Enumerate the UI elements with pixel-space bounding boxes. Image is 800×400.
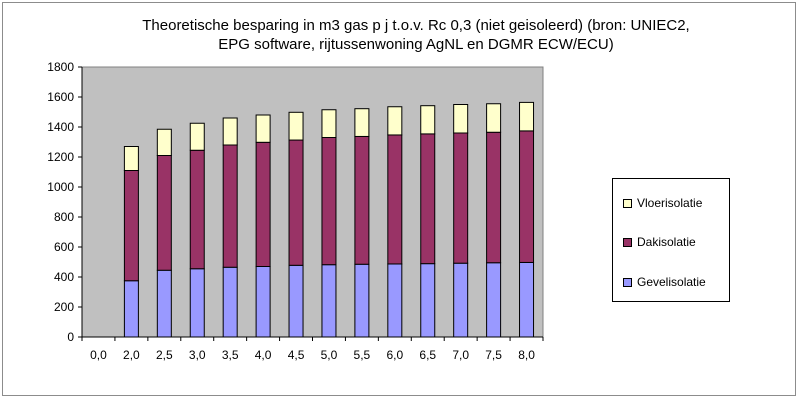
y-tick-label: 600 [54,240,74,254]
x-tick-label: 3,5 [222,348,239,362]
bar-segment-vloerisolatie [288,111,304,141]
x-tick-label: 7,0 [452,348,469,362]
chart-frame [2,2,796,396]
bar-segment-dakisolatie [354,135,370,265]
y-tick-label: 1200 [47,150,74,164]
legend-label-gevelisolatie: Gevelisolatie [637,275,706,289]
bar-segment-gevelisolatie [387,263,403,338]
bar-segment-dakisolatie [387,134,403,265]
legend-swatch-dakisolatie [623,237,632,247]
bar-segment-dakisolatie [288,139,304,266]
bar-segment-vloerisolatie [189,122,205,151]
bar-segment-gevelisolatie [255,266,271,338]
x-tick-label: 2,0 [123,348,140,362]
legend-label-dakisolatie: Dakisolatie [637,235,696,249]
bar-segment-gevelisolatie [519,261,535,338]
bar-segment-vloerisolatie [255,114,271,143]
bar-segment-vloerisolatie [354,108,370,137]
bar-segment-dakisolatie [222,144,238,268]
bar-segment-dakisolatie [321,137,337,266]
bar-segment-vloerisolatie [453,104,469,134]
x-tick-label: 6,5 [419,348,436,362]
legend: Vloerisolatie Dakisolatie Gevelisolatie [612,178,730,302]
bar-segment-vloerisolatie [486,103,502,133]
bar-segment-gevelisolatie [156,269,172,338]
x-tick-label: 5,0 [321,348,338,362]
y-tick-label: 800 [54,210,74,224]
bar-segment-gevelisolatie [453,262,469,338]
bar-segment-gevelisolatie [354,263,370,338]
bar-segment-gevelisolatie [486,262,502,338]
y-tick-label: 1600 [47,90,74,104]
legend-swatch-vloerisolatie [623,198,632,208]
x-tick-label: 7,5 [485,348,502,362]
bar-segment-dakisolatie [189,149,205,270]
y-tick-label: 400 [54,270,74,284]
y-tick-label: 200 [54,300,74,314]
x-tick-label: 4,5 [288,348,305,362]
plot-area [81,66,544,338]
bar-segment-vloerisolatie [156,128,172,156]
legend-item-gevelisolatie: Gevelisolatie [623,275,706,289]
bar-segment-gevelisolatie [222,266,238,338]
bar-segment-gevelisolatie [321,264,337,338]
bar-segment-vloerisolatie [222,117,238,146]
y-tick-label: 0 [67,330,74,344]
bar-segment-gevelisolatie [420,263,436,338]
x-tick-label: 4,0 [255,348,272,362]
bar-segment-gevelisolatie [123,280,139,338]
bar-segment-vloerisolatie [321,109,337,138]
bar-segment-dakisolatie [255,141,271,267]
y-tick-label: 1000 [47,180,74,194]
bar-segment-dakisolatie [453,132,469,264]
bar-segment-dakisolatie [123,170,139,282]
bar-segment-vloerisolatie [420,105,436,135]
legend-item-vloerisolatie: Vloerisolatie [623,196,702,210]
legend-item-dakisolatie: Dakisolatie [623,235,696,249]
x-tick-label: 3,0 [189,348,206,362]
chart-title-line-1: Theoretische besparing in m3 gas p j t.o… [142,17,690,34]
legend-label-vloerisolatie: Vloerisolatie [637,196,703,210]
x-tick-label: 6,0 [386,348,403,362]
bar-segment-gevelisolatie [189,268,205,338]
bar-segment-gevelisolatie [288,264,304,338]
chart-title-line-2: EPG software, rijtussenwoning AgNL en DG… [218,36,614,53]
bar-segment-dakisolatie [420,133,436,265]
x-tick-label: 8,0 [518,348,535,362]
legend-swatch-gevelisolatie [623,277,632,287]
x-tick-label: 0,0 [90,348,107,362]
bar-segment-vloerisolatie [123,146,139,171]
chart-title: Theoretische besparing in m3 gas p j t.o… [96,16,736,54]
bar-segment-dakisolatie [519,130,535,263]
x-tick-label: 2,5 [156,348,173,362]
x-tick-label: 5,5 [354,348,371,362]
y-tick-label: 1400 [47,120,74,134]
bar-segment-dakisolatie [156,155,172,271]
y-tick-label: 1800 [47,60,74,74]
bar-segment-vloerisolatie [387,106,403,136]
bar-segment-dakisolatie [486,131,502,264]
bar-segment-vloerisolatie [519,101,535,132]
